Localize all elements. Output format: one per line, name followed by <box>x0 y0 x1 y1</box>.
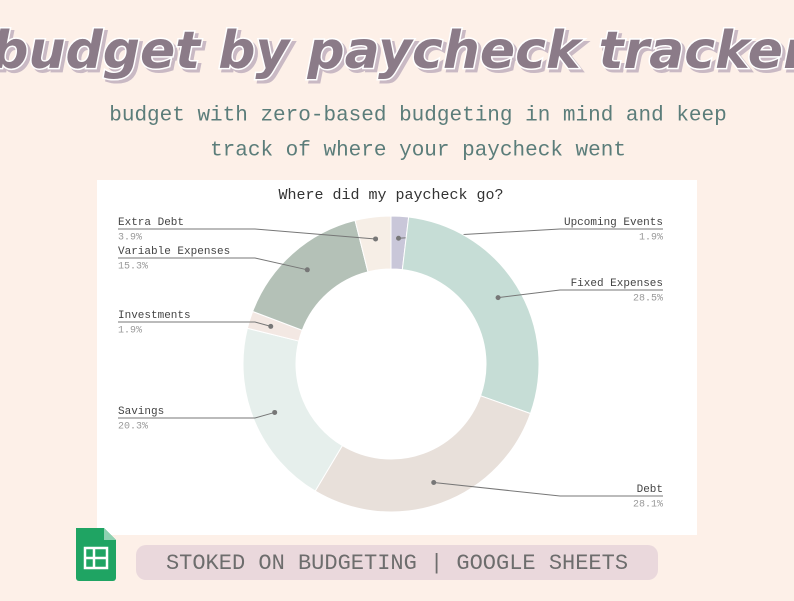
icon-fold <box>104 528 116 540</box>
subtitle: track of where your paycheck went <box>210 140 626 163</box>
chart-title: Where did my paycheck go? <box>278 187 503 204</box>
leader-dot <box>304 267 310 273</box>
main-title: budget by paycheck tracker <box>0 21 794 81</box>
leader-line <box>118 321 271 327</box>
donut-slice <box>354 215 392 273</box>
slice-value: 20.3% <box>118 422 148 433</box>
leader-dot <box>373 236 379 242</box>
subtitle: budget with zero-based budgeting in mind… <box>109 105 727 128</box>
leader-line <box>433 482 663 497</box>
donut-slice <box>401 216 540 415</box>
leader-dot <box>396 235 402 241</box>
footer-text: STOKED ON BUDGETING | GOOGLE SHEETS <box>166 551 628 576</box>
slice-label: Upcoming Events <box>564 217 663 229</box>
leader-dot <box>495 295 501 301</box>
slice-label: Variable Expenses <box>118 246 230 258</box>
slice-value: 3.9% <box>118 233 142 244</box>
slice-label: Extra Debt <box>118 217 184 229</box>
donut-chart: Upcoming Events 1.9% Fixed Expenses 28.5% De… <box>118 215 663 513</box>
slice-label: Savings <box>118 406 164 418</box>
sheets-icon <box>76 528 116 581</box>
slice-label: Debt <box>637 484 663 496</box>
footer-pill <box>136 545 658 580</box>
leader-dot <box>272 409 278 415</box>
leader-line <box>118 411 275 419</box>
leader-dot <box>268 323 274 329</box>
slice-value: 28.5% <box>633 294 663 305</box>
leader-dot <box>431 480 437 486</box>
slice-label: Investments <box>118 310 191 322</box>
leader-line <box>118 257 308 271</box>
leader-line <box>118 228 376 240</box>
slice-value: 1.9% <box>118 326 142 337</box>
slice-value: 1.9% <box>639 233 663 244</box>
slice-value: 15.3% <box>118 262 148 273</box>
slice-label: Fixed Expenses <box>571 278 663 290</box>
donut-slice <box>314 395 532 513</box>
slice-value: 28.1% <box>633 500 663 511</box>
leader-line <box>498 289 663 299</box>
